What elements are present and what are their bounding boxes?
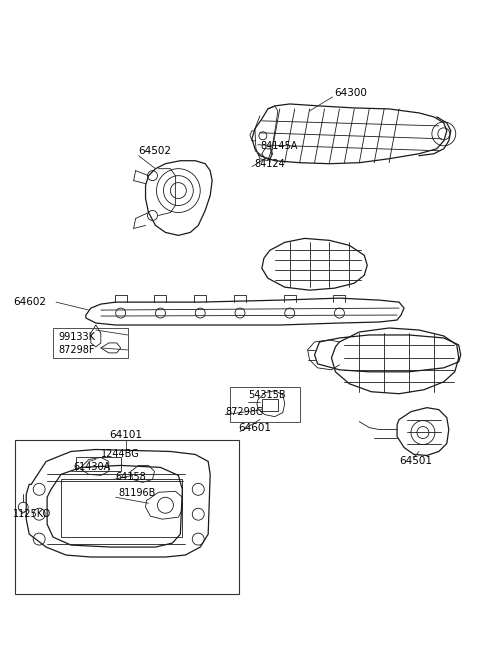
Text: 1244BG: 1244BG — [101, 449, 140, 459]
Text: 84145A: 84145A — [260, 141, 297, 151]
Bar — [53, 328, 128, 358]
Bar — [15, 440, 239, 594]
Bar — [262, 399, 278, 411]
Text: 84124: 84124 — [254, 159, 285, 169]
Bar — [61, 479, 182, 537]
Text: 54315B: 54315B — [248, 390, 286, 400]
Text: 87298F: 87298F — [58, 345, 95, 355]
Text: 1125KO: 1125KO — [13, 509, 51, 519]
Text: 64502: 64502 — [139, 146, 171, 156]
Text: 64101: 64101 — [109, 430, 142, 440]
Bar — [76, 457, 120, 472]
Text: 64602: 64602 — [13, 297, 46, 307]
Text: 64300: 64300 — [335, 88, 367, 98]
Text: 64601: 64601 — [238, 422, 271, 432]
Text: 81196B: 81196B — [119, 488, 156, 498]
Text: 87298G: 87298G — [225, 407, 264, 417]
Text: 61430A: 61430A — [73, 462, 110, 472]
Text: 64501: 64501 — [399, 457, 432, 466]
Text: 64158: 64158 — [116, 472, 146, 482]
Text: 99133K: 99133K — [58, 332, 95, 342]
Bar — [230, 386, 300, 422]
